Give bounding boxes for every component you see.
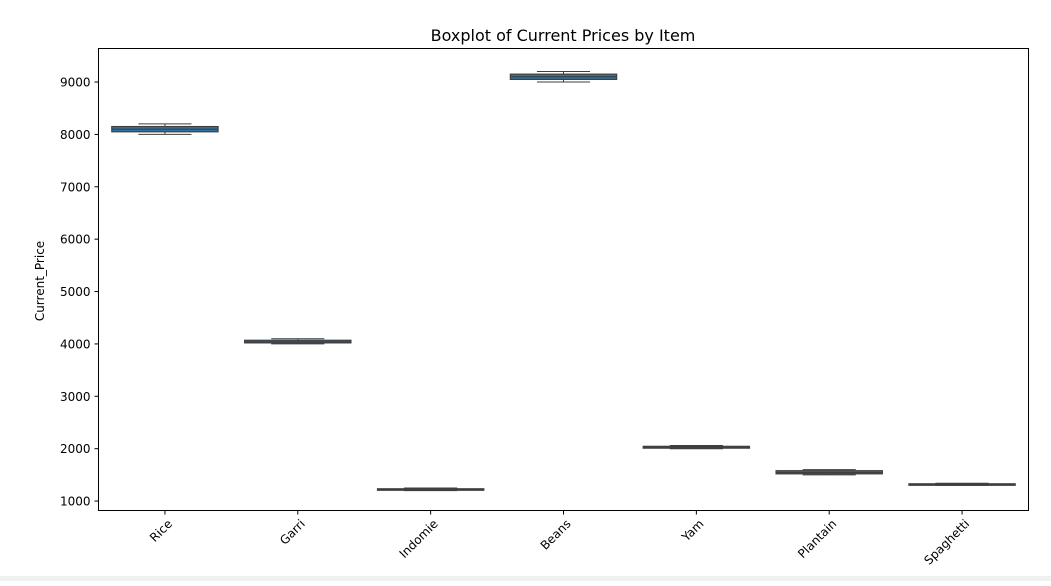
box-yam	[642, 445, 751, 450]
x-tick-label: Indomie	[397, 517, 441, 561]
x-axis-ticks: Rice Garri Indomie Beans Yam Plantain Spaghett…	[147, 510, 972, 568]
box-beans	[509, 71, 618, 83]
x-tick-label: Garri	[277, 517, 308, 548]
box-spaghetti	[908, 482, 1016, 486]
plot-frame	[98, 48, 1029, 511]
y-tick-label: 1000	[60, 495, 91, 509]
box-indomie	[376, 487, 485, 492]
bottom-strip	[0, 576, 1051, 581]
y-axis-label: Current_Price	[33, 241, 47, 321]
y-tick-label: 9000	[60, 76, 91, 90]
box-plantain	[775, 469, 883, 476]
y-tick-label: 6000	[60, 233, 91, 247]
y-tick-label: 7000	[60, 180, 91, 194]
x-tick-label: Rice	[147, 517, 175, 545]
x-tick-label: Beans	[538, 517, 574, 553]
y-tick-label: 2000	[60, 442, 91, 456]
x-tick-label: Spaghetti	[921, 517, 972, 568]
y-tick-label: 5000	[60, 285, 91, 299]
y-axis-ticks: 1000 2000 3000 4000 5000 6000 7000 8000 9000	[60, 76, 99, 509]
boxes	[111, 71, 1016, 492]
x-tick-label: Yam	[678, 517, 706, 545]
chart-title: Boxplot of Current Prices by Item	[431, 26, 696, 45]
y-tick-label: 4000	[60, 337, 91, 351]
x-tick-label: Plantain	[795, 517, 839, 561]
y-tick-label: 8000	[60, 128, 91, 142]
box-garri	[244, 338, 352, 345]
y-tick-label: 3000	[60, 390, 91, 404]
box-rice	[111, 123, 219, 135]
